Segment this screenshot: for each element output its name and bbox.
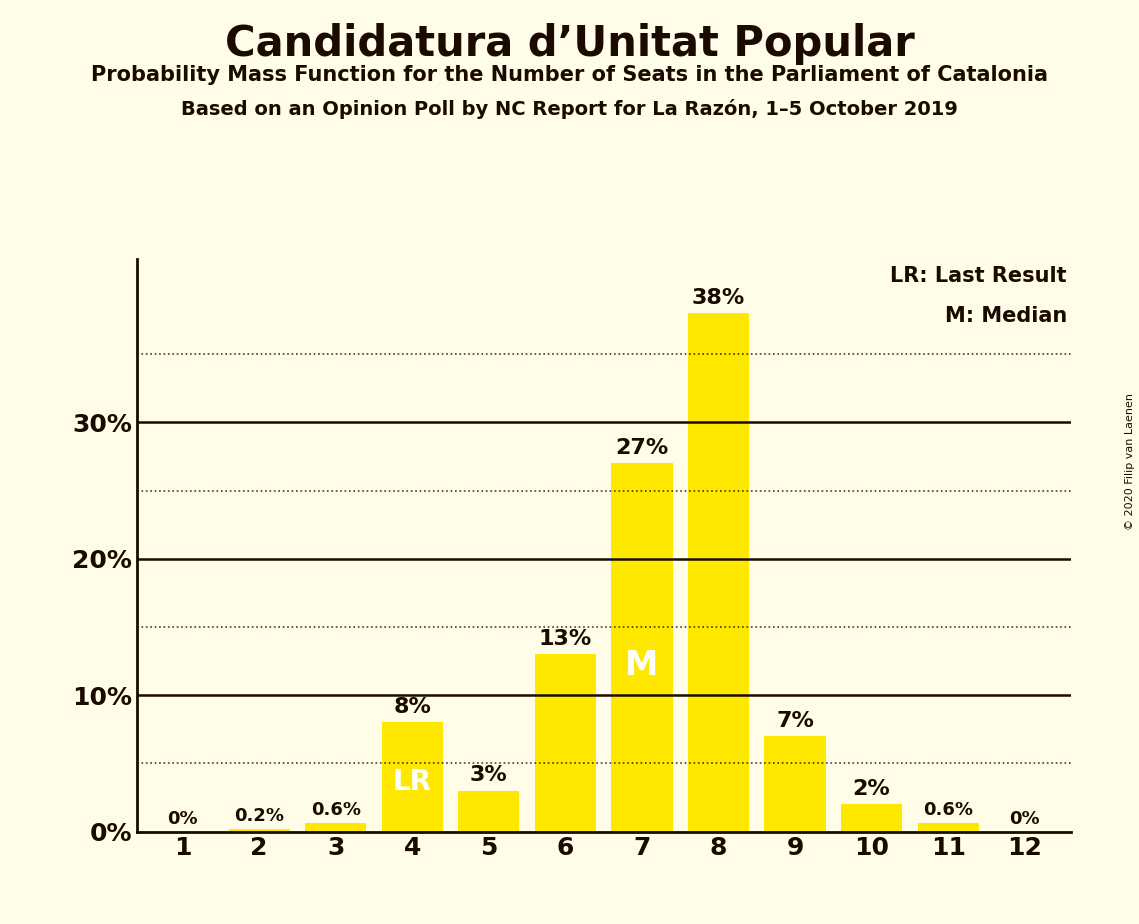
Text: 7%: 7% — [776, 711, 814, 731]
Text: 8%: 8% — [393, 697, 432, 717]
Text: 2%: 2% — [853, 779, 891, 799]
Text: 3%: 3% — [470, 765, 508, 785]
Text: Based on an Opinion Poll by NC Report for La Razón, 1–5 October 2019: Based on an Opinion Poll by NC Report fo… — [181, 99, 958, 119]
Bar — [382, 723, 443, 832]
Bar — [305, 823, 367, 832]
Bar — [458, 791, 519, 832]
Text: 0.6%: 0.6% — [924, 801, 973, 820]
Text: 0%: 0% — [1009, 809, 1040, 828]
Bar — [229, 829, 289, 832]
Text: Probability Mass Function for the Number of Seats in the Parliament of Catalonia: Probability Mass Function for the Number… — [91, 65, 1048, 85]
Text: 0.2%: 0.2% — [235, 807, 284, 825]
Bar — [535, 654, 596, 832]
Text: 0%: 0% — [167, 809, 198, 828]
Bar — [764, 736, 826, 832]
Text: 0.6%: 0.6% — [311, 801, 361, 820]
Text: M: M — [625, 650, 658, 682]
Bar — [612, 463, 672, 832]
Text: LR: Last Result: LR: Last Result — [891, 265, 1067, 286]
Bar — [918, 823, 978, 832]
Text: 27%: 27% — [615, 438, 669, 458]
Text: Candidatura d’Unitat Popular: Candidatura d’Unitat Popular — [224, 23, 915, 65]
Text: © 2020 Filip van Laenen: © 2020 Filip van Laenen — [1125, 394, 1134, 530]
Text: 13%: 13% — [539, 629, 592, 649]
Text: 38%: 38% — [691, 287, 745, 308]
Bar — [688, 313, 749, 832]
Text: M: Median: M: Median — [944, 307, 1067, 326]
Text: LR: LR — [393, 769, 432, 796]
Bar — [841, 804, 902, 832]
